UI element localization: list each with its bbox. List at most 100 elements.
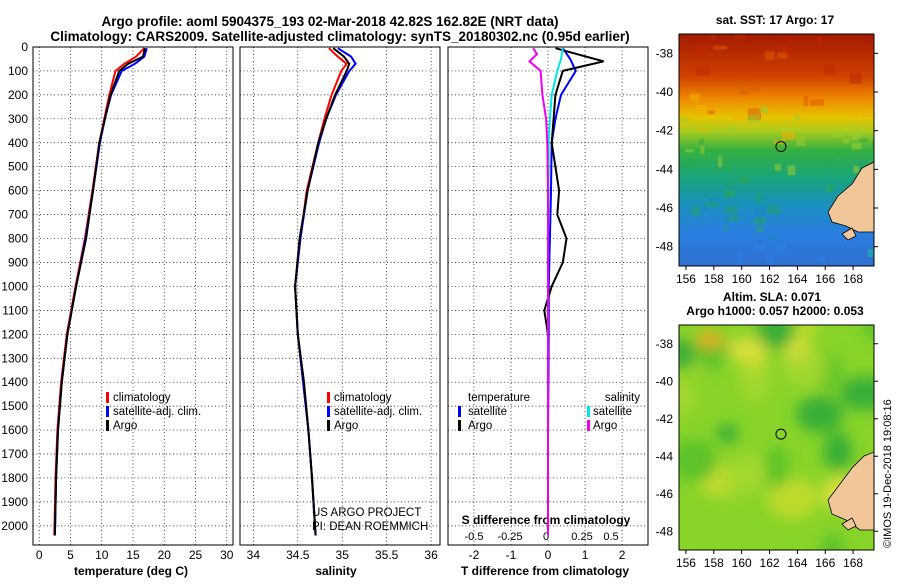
temperature-legend-argo: Argo bbox=[113, 420, 137, 432]
sla-map-title2: Argo h1000: 0.057 h2000: 0.053 bbox=[686, 304, 864, 318]
temperature-xlabel: temperature (deg C) bbox=[74, 564, 188, 578]
legend-salinity-title: salinity bbox=[605, 392, 640, 404]
x-tick-label: 34 bbox=[247, 548, 261, 562]
x-tick-label: -2 bbox=[469, 548, 480, 562]
figure-title-line1: Argo profile: aoml 5904375_193 02-Mar-20… bbox=[102, 14, 559, 29]
depth-tick-label: 0 bbox=[21, 40, 28, 54]
credit-pi: PI: DEAN ROEMMICH bbox=[312, 521, 428, 533]
x-tick-label: 1 bbox=[582, 548, 589, 562]
legend-swatch-satellite bbox=[106, 406, 109, 417]
sst-pixel-patch bbox=[711, 34, 716, 41]
legend-swatch-satellite bbox=[327, 406, 330, 417]
x-tick-label: 2 bbox=[619, 548, 626, 562]
s-tick-label: -0.5 bbox=[465, 531, 484, 543]
sst-pixel-patch bbox=[724, 205, 738, 214]
depth-tick-label: 1200 bbox=[1, 327, 28, 341]
series-line-argo bbox=[294, 47, 351, 536]
lon-tick-label: 164 bbox=[787, 556, 807, 570]
sst-pixel-patch bbox=[755, 208, 765, 215]
sla-texture bbox=[679, 325, 874, 550]
lon-tick-label: 166 bbox=[815, 556, 835, 570]
s-tick-label: -0.25 bbox=[497, 531, 522, 543]
depth-tick-label: 1300 bbox=[1, 351, 28, 365]
sst-pixel-patch bbox=[782, 131, 795, 141]
x-tick-label: 0 bbox=[36, 548, 43, 562]
sst-pixel-patch bbox=[859, 138, 868, 143]
sst-pixel-patch bbox=[810, 99, 824, 106]
sst-pixel-patch bbox=[713, 45, 728, 50]
sst-pixel-patch bbox=[680, 117, 689, 122]
sst-pixel-patch bbox=[753, 55, 760, 58]
legend-t-argo: Argo bbox=[468, 420, 492, 432]
sla-anomaly-patch bbox=[823, 432, 853, 471]
sla-anomaly-patch bbox=[764, 446, 789, 488]
depth-tick-label: 100 bbox=[8, 64, 28, 78]
depth-tick-label: 900 bbox=[8, 255, 28, 269]
sst-pixel-patch bbox=[699, 139, 704, 146]
legend-swatch-argo bbox=[327, 420, 330, 431]
lat-tick-label: -48 bbox=[656, 524, 674, 538]
salinity-legend-argo: Argo bbox=[334, 420, 358, 432]
x-tick-label: 15 bbox=[126, 548, 140, 562]
sla-anomaly-patch bbox=[756, 325, 795, 350]
legend-t-satellite: satellite bbox=[468, 406, 507, 418]
sst-pixel-patch bbox=[816, 37, 823, 43]
legend-s-argo: Argo bbox=[593, 420, 617, 432]
lat-tick-label: -38 bbox=[656, 46, 674, 60]
depth-tick-label: 700 bbox=[8, 208, 28, 222]
sst-pixel-patch bbox=[733, 114, 745, 121]
depth-axis: 0 100 200 300 400 500 600 700 800 900 1000 1100 1200… bbox=[1, 40, 28, 533]
sst-pixel-patch bbox=[779, 42, 786, 51]
sla-anomaly-patch bbox=[767, 478, 819, 519]
sla-anomaly-patch bbox=[784, 350, 830, 387]
sst-pixel-patch bbox=[851, 130, 863, 140]
sst-pixel-patch bbox=[747, 108, 761, 117]
x-tick-label: 35.5 bbox=[375, 548, 399, 562]
sst-pixel-patch bbox=[857, 160, 868, 171]
sla-anomaly-patch bbox=[795, 396, 844, 433]
legend-swatch-s-satellite bbox=[587, 406, 590, 417]
sst-pixel-patch bbox=[696, 45, 708, 54]
lon-tick-label: 168 bbox=[843, 556, 863, 570]
temperature-legend-satellite: satellite-adj. clim. bbox=[113, 406, 201, 418]
sst-pixel-patch bbox=[794, 114, 799, 121]
lon-tick-label: 158 bbox=[704, 272, 724, 286]
sst-pixel-patch bbox=[753, 217, 766, 226]
salinity-panel-frame bbox=[239, 46, 441, 546]
depth-tick-label: 400 bbox=[8, 136, 28, 150]
sla-anomaly-patch bbox=[679, 376, 695, 416]
legend-temperature-title: temperature bbox=[468, 392, 530, 404]
sst-pixel-patch bbox=[827, 185, 834, 193]
legend-swatch-s-argo bbox=[587, 420, 590, 431]
sst-pixel-patch bbox=[776, 244, 785, 255]
s-tick-label: 0 bbox=[543, 531, 549, 543]
sst-pixel-patch bbox=[852, 113, 859, 118]
difference-xlabel: T difference from climatology bbox=[461, 564, 629, 578]
lat-tick-label: -46 bbox=[656, 201, 674, 215]
sla-map-axes: -38 -40 -42 -44 -46 -48 156 158 160 162 164 166 168 bbox=[656, 337, 878, 570]
sst-pixel-patch bbox=[777, 52, 788, 59]
imos-timestamp: ©IMOS 19-Dec-2018 19:08:16 bbox=[882, 399, 894, 548]
series-line-temperature-argo bbox=[543, 47, 604, 536]
sla-land-new-zealand bbox=[827, 451, 874, 531]
lon-tick-label: 156 bbox=[676, 272, 696, 286]
depth-tick-label: 1500 bbox=[1, 399, 28, 413]
credit-project: US ARGO PROJECT bbox=[312, 507, 421, 519]
difference-x-axis: -2 -1 0 1 2 bbox=[469, 548, 626, 562]
salinity-legend-satellite: satellite-adj. clim. bbox=[334, 406, 422, 418]
lon-tick-label: 162 bbox=[760, 272, 780, 286]
sla-anomaly-patch bbox=[840, 376, 874, 411]
temperature-legend: climatology satellite-adj. clim. Argo bbox=[106, 392, 201, 432]
sst-pixel-patch bbox=[696, 66, 710, 76]
sst-pixel-patch bbox=[747, 114, 760, 123]
sla-anomaly-patch bbox=[716, 424, 739, 444]
sst-pixel-patch bbox=[699, 127, 708, 132]
depth-tick-label: 1100 bbox=[2, 303, 28, 317]
lat-tick-label: -42 bbox=[656, 412, 674, 426]
sla-land-island bbox=[841, 517, 857, 531]
sst-pixel-patch bbox=[849, 72, 862, 84]
sst-pixel-patch bbox=[787, 165, 796, 176]
lat-tick-label: -40 bbox=[656, 85, 674, 99]
sst-land-island bbox=[841, 227, 857, 241]
difference-series bbox=[528, 47, 604, 536]
